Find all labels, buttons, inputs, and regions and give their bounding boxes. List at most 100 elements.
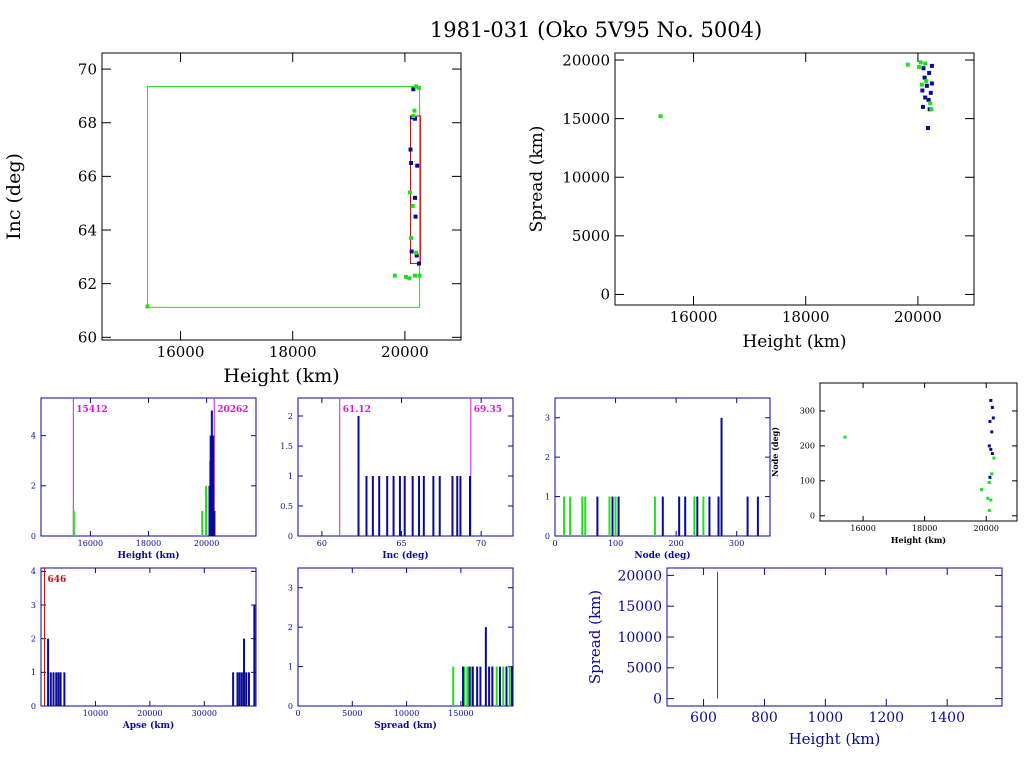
y-tick-label: 0: [288, 532, 293, 541]
data-point: [917, 65, 922, 70]
data-point: [980, 488, 984, 492]
data-point: [924, 83, 929, 88]
x-tick-label: 600: [690, 710, 717, 726]
plot-frame: [40, 567, 257, 707]
plot-frame: [819, 382, 1018, 522]
marker-label: 15412: [76, 405, 107, 415]
y-tick-label: 0: [288, 702, 293, 711]
data-point: [987, 481, 991, 485]
y-tick-label: 2: [31, 482, 36, 491]
plot-frame: [614, 52, 975, 306]
y-axis-label: Inc (deg): [3, 153, 25, 240]
y-axis-label: Spread (km): [527, 126, 547, 233]
data-point: [929, 63, 934, 68]
plot-frame: [297, 567, 514, 707]
data-point: [414, 250, 419, 255]
y-axis-label: Spread (km): [586, 590, 604, 684]
data-point: [990, 430, 994, 434]
data-point: [409, 236, 414, 241]
data-point: [414, 84, 419, 89]
y-tick-label: 70: [78, 60, 97, 78]
x-tick-label: 20000: [194, 539, 219, 548]
data-point: [658, 114, 663, 119]
y-tick-label: 60: [78, 329, 97, 347]
data-point: [905, 62, 910, 67]
marker-label: 61.12: [343, 405, 371, 415]
y-tick-label: 100: [800, 477, 815, 486]
data-point: [989, 498, 993, 502]
marker-label: 69.35: [474, 405, 502, 415]
page-title: 1981-031 (Oko 5V95 No. 5004): [430, 18, 762, 42]
data-point: [988, 419, 992, 423]
y-tick-label: 20000: [617, 568, 662, 584]
y-tick-label: 15000: [617, 599, 662, 615]
x-tick-label: 16000: [850, 524, 875, 533]
data-point: [987, 509, 991, 513]
data-point: [392, 273, 397, 278]
y-tick-label: 200: [800, 442, 815, 451]
data-point: [922, 75, 927, 80]
data-point: [413, 116, 418, 121]
x-tick-label: 18000: [136, 539, 161, 548]
data-point: [407, 276, 412, 281]
x-tick-label: 65: [396, 539, 406, 548]
data-point: [413, 273, 418, 278]
data-point: [991, 416, 995, 420]
y-tick-label: 1: [31, 668, 36, 677]
x-tick-label: 0: [552, 539, 557, 548]
y-tick-label: 0: [600, 286, 610, 304]
y-tick-label: 10000: [617, 630, 662, 646]
range-box-green: [147, 86, 421, 308]
data-point: [929, 107, 934, 112]
x-tick-label: 18000: [782, 308, 830, 326]
x-tick-label: 20000: [894, 308, 942, 326]
chart-spread-vs-height-low: 600 800 1000 1200 1400 0 5000 10000 15000 20000 He…: [586, 567, 1003, 748]
y-tick-label: 2: [31, 634, 36, 643]
data-point: [988, 475, 992, 479]
chart-height-histogram: 16000 18000 20000 0 2 4 Height (km) 15412 20262: [31, 397, 257, 561]
data-point: [920, 88, 925, 93]
data-point: [918, 60, 923, 65]
y-tick-label: 2: [288, 623, 293, 632]
x-axis-label: Apse (km): [122, 720, 174, 731]
x-axis-label: Height (km): [789, 730, 881, 748]
data-point: [415, 163, 420, 168]
y-tick-label: 300: [800, 407, 815, 416]
data-point: [928, 101, 933, 106]
x-tick-label: 1200: [868, 710, 904, 726]
x-tick-label: 18000: [912, 524, 937, 533]
chart-apse-histogram: 10000 20000 30000 0 1 2 3 4 Apse (km) 646: [31, 567, 257, 731]
x-axis-label: Inc (deg): [382, 550, 428, 561]
y-tick-label: 3: [288, 584, 293, 593]
y-tick-label: 68: [78, 114, 97, 132]
x-tick-label: 15000: [448, 709, 473, 718]
data-point: [410, 203, 415, 208]
x-tick-label: 5000: [342, 709, 362, 718]
x-tick-label: 0: [295, 709, 300, 718]
data-point: [407, 190, 412, 195]
chart-spread-vs-height: 16000 18000 20000 0 5000 10000 15000 20000 Heigh…: [527, 51, 975, 352]
data-point: [416, 85, 421, 90]
y-tick-label: 66: [78, 168, 97, 186]
data-point: [923, 95, 928, 100]
x-tick-label: 20000: [381, 343, 429, 361]
data-point: [409, 249, 414, 254]
data-point: [989, 447, 993, 451]
x-axis-label: Height (km): [742, 332, 846, 352]
y-tick-label: 0: [810, 512, 815, 521]
marker-label: 646: [48, 575, 67, 585]
chart-node-vs-height: 16000 18000 20000 0 100 200 300 Height (km) Node…: [770, 382, 1018, 545]
chart-inc-histogram: 60 65 70 0 0.5 1 1.5 2 Inc (deg) 61.12 69.35: [280, 397, 514, 561]
data-point: [417, 273, 422, 278]
data-point: [928, 90, 933, 95]
data-point: [145, 304, 150, 309]
data-point: [992, 456, 996, 460]
x-tick-label: 100: [608, 539, 623, 548]
y-tick-label: 3: [31, 601, 36, 610]
y-tick-label: 62: [78, 275, 97, 293]
x-axis-label: Height (km): [117, 550, 179, 561]
data-point: [924, 79, 929, 84]
data-point: [929, 81, 934, 86]
marker-label: 20262: [217, 405, 248, 415]
y-tick-label: 15000: [562, 110, 610, 128]
